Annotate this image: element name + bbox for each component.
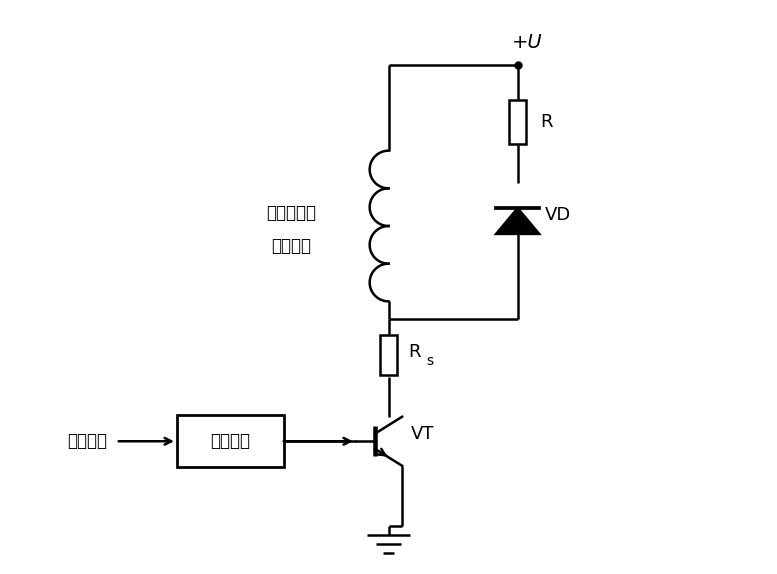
Text: VD: VD — [545, 206, 571, 224]
Text: s: s — [426, 354, 433, 368]
Text: R: R — [541, 113, 553, 131]
Text: R: R — [409, 343, 421, 361]
Polygon shape — [497, 208, 539, 234]
Text: 步进电动机: 步进电动机 — [267, 204, 317, 222]
Bar — [177, 416, 284, 467]
Text: 一相绕组: 一相绕组 — [272, 237, 312, 255]
Text: 电流放大: 电流放大 — [211, 432, 251, 450]
Text: 信号电压: 信号电压 — [68, 432, 107, 450]
Bar — [380, 335, 397, 375]
Text: +U: +U — [512, 33, 542, 52]
Text: VT: VT — [411, 425, 434, 443]
Bar — [509, 100, 526, 144]
